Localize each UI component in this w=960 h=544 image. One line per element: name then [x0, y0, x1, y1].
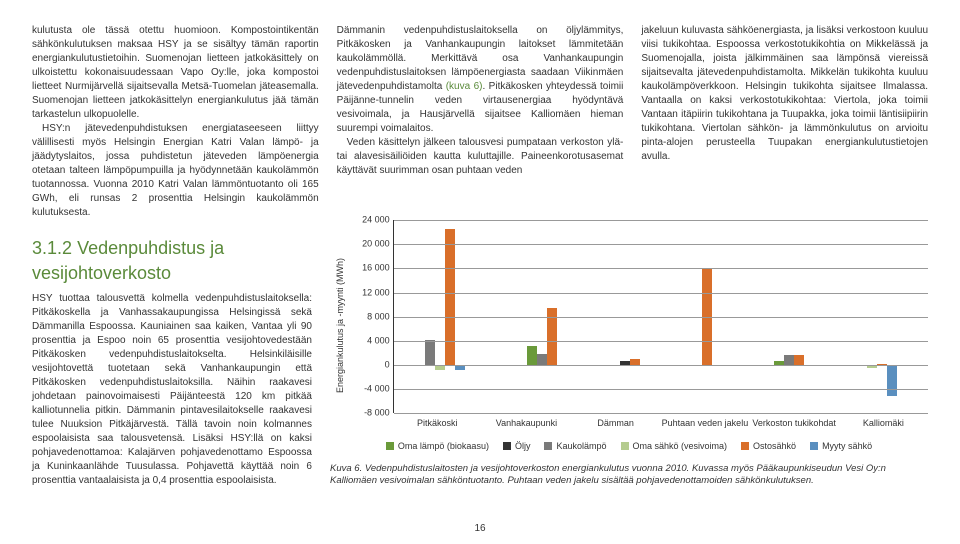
x-tick-label: Pitkäkoski [393, 417, 482, 430]
chart-block: Energiankulutus ja -myynti (MWh) -8 000-… [330, 220, 928, 488]
column-3: jakeluun kuluvasta sähköenergiasta, ja l… [641, 24, 928, 220]
page-number: 16 [474, 522, 485, 536]
lower-left-column: 3.1.2 Vedenpuhdistus ja vesijohtoverkost… [32, 220, 312, 488]
grid-line [394, 341, 928, 342]
bar [445, 229, 455, 365]
bar [887, 365, 897, 396]
legend-swatch [386, 442, 394, 450]
grid-line [394, 244, 928, 245]
y-tick-label: 24 000 [352, 214, 390, 227]
legend-label: Oma sähkö (vesivoima) [633, 440, 728, 453]
chart-wrap: Energiankulutus ja -myynti (MWh) -8 000-… [330, 220, 928, 430]
grid-line [394, 389, 928, 390]
legend-item: Myyty sähkö [810, 440, 872, 453]
y-tick-label: 4 000 [352, 335, 390, 348]
lower-section: 3.1.2 Vedenpuhdistus ja vesijohtoverkost… [32, 220, 928, 488]
col3-para1: jakeluun kuluvasta sähköenergiasta, ja l… [641, 24, 928, 164]
y-tick-label: 20 000 [352, 238, 390, 251]
section-number: 3.1.2 [32, 238, 72, 258]
legend-swatch [810, 442, 818, 450]
top-columns: kulutusta ole tässä otettu huomioon. Kom… [32, 24, 928, 220]
legend-item: Ostosähkö [741, 440, 796, 453]
legend-label: Oma lämpö (biokaasu) [398, 440, 489, 453]
x-tick-label: Vanhakaupunki [482, 417, 571, 430]
x-tick-label: Kalliomäki [839, 417, 928, 430]
legend-label: Öljy [515, 440, 531, 453]
y-tick-label: -4 000 [352, 383, 390, 396]
legend-item: Oma lämpö (biokaasu) [386, 440, 489, 453]
y-tick-label: 16 000 [352, 262, 390, 275]
grid-line [394, 268, 928, 269]
chart-caption: Kuva 6. Vedenpuhdistuslaitosten ja vesij… [330, 463, 928, 489]
legend-swatch [503, 442, 511, 450]
chart-plot: -8 000-4 00004 0008 00012 00016 00020 00… [393, 220, 928, 413]
col2-para2: Veden käsittelyn jälkeen talousvesi pump… [337, 136, 624, 178]
legend-swatch [621, 442, 629, 450]
legend-item: Öljy [503, 440, 531, 453]
legend-swatch [741, 442, 749, 450]
y-axis-label: Energiankulutus ja -myynti (MWh) [330, 220, 351, 430]
column-2: Dämmanin vedenpuhdistuslaitoksella on öl… [337, 24, 624, 220]
legend-item: Oma sähkö (vesivoima) [621, 440, 728, 453]
chart-legend: Oma lämpö (biokaasu) Öljy Kaukolämpö Oma sä… [330, 440, 928, 453]
chart-area: -8 000-4 00004 0008 00012 00016 00020 00… [393, 220, 928, 430]
legend-item: Kaukolämpö [544, 440, 606, 453]
bar [784, 355, 794, 365]
col1-para1: kulutusta ole tässä otettu huomioon. Kom… [32, 24, 319, 122]
grid-line [394, 220, 928, 221]
kuva6-link: (kuva 6) [446, 81, 483, 92]
col1-para2: HSY:n jätevedenpuhdistuksen energiatasee… [32, 122, 319, 220]
grid-line [394, 317, 928, 318]
grid-line [394, 365, 928, 366]
section-heading: 3.1.2 Vedenpuhdistus ja vesijohtoverkost… [32, 236, 312, 286]
legend-label: Ostosähkö [753, 440, 796, 453]
lower-para: HSY tuottaa talousvettä kolmella vedenpu… [32, 292, 312, 488]
grid-line [394, 293, 928, 294]
y-tick-label: 12 000 [352, 286, 390, 299]
col2-para1: Dämmanin vedenpuhdistuslaitoksella on öl… [337, 24, 624, 136]
bar [527, 346, 537, 365]
x-tick-label: Puhtaan veden jakelu [660, 417, 749, 430]
x-tick-label: Dämman [571, 417, 660, 430]
x-axis: PitkäkoskiVanhakaupunkiDämmanPuhtaan ved… [393, 417, 928, 430]
grid-line [394, 413, 928, 414]
y-tick-label: 0 [352, 359, 390, 372]
column-1: kulutusta ole tässä otettu huomioon. Kom… [32, 24, 319, 220]
y-tick-label: -8 000 [352, 407, 390, 420]
legend-label: Myyty sähkö [822, 440, 872, 453]
ytick-gutter [351, 220, 393, 430]
legend-swatch [544, 442, 552, 450]
bar [425, 340, 435, 365]
x-tick-label: Verkoston tukikohdat [750, 417, 839, 430]
bar [537, 354, 547, 365]
bar [794, 355, 804, 365]
legend-label: Kaukolämpö [556, 440, 606, 453]
y-tick-label: 8 000 [352, 310, 390, 323]
